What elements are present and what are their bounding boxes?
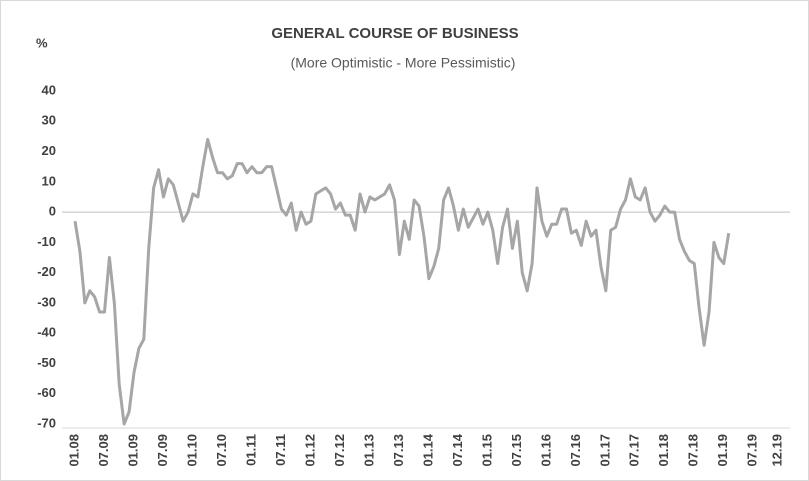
x-tick-label: 07.12 <box>332 434 347 467</box>
x-tick-label: 01.13 <box>361 434 376 467</box>
y-tick-label: 30 <box>42 113 56 128</box>
chart-title: GENERAL COURSE OF BUSINESS <box>271 25 518 42</box>
y-tick-label: -10 <box>37 234 56 249</box>
x-tick-label: 07.14 <box>450 433 465 466</box>
x-tick-label: 01.10 <box>184 434 199 467</box>
y-tick-label: 10 <box>42 173 56 188</box>
y-tick-label: -40 <box>37 325 56 340</box>
x-tick-label: 07.08 <box>96 434 111 467</box>
y-tick-label: 0 <box>49 204 56 219</box>
x-tick-label: 07.16 <box>568 434 583 467</box>
x-tick-label: 01.15 <box>479 434 494 467</box>
y-tick-label: -20 <box>37 264 56 279</box>
x-tick-label: 07.18 <box>686 434 701 467</box>
x-tick-label: 07.15 <box>509 434 524 467</box>
y-tick-label: 40 <box>42 82 56 97</box>
x-tick-label: 07.11 <box>273 434 288 466</box>
y-tick-label: -30 <box>37 294 56 309</box>
x-tick-label: 01.17 <box>597 434 612 467</box>
y-axis-label: % <box>36 35 48 50</box>
x-tick-label: 01.11 <box>243 434 258 466</box>
x-tick-label: 01.16 <box>538 434 553 467</box>
x-tick-label: 01.08 <box>66 434 81 467</box>
y-tick-label: -50 <box>37 355 56 370</box>
x-tick-label: 07.17 <box>627 434 642 467</box>
x-tick-label: 07.13 <box>391 434 406 467</box>
x-tick-label: 07.09 <box>155 434 170 467</box>
x-tick-label: 01.18 <box>656 434 671 467</box>
x-tick-label: 01.19 <box>715 434 730 467</box>
x-tick-label: 01.14 <box>420 433 435 466</box>
data-line <box>73 137 731 426</box>
y-tick-label: -70 <box>37 415 56 430</box>
x-tick-label: 12.19 <box>769 434 784 467</box>
y-tick-label: -60 <box>37 385 56 400</box>
x-tick-label: 07.10 <box>214 434 229 467</box>
x-tick-label: 01.12 <box>302 434 317 467</box>
x-tick-label: 01.09 <box>125 434 140 467</box>
chart-subtitle: (More Optimistic - More Pessimistic) <box>291 55 516 71</box>
y-tick-label: 20 <box>42 143 56 158</box>
x-tick-label: 07.19 <box>745 434 760 467</box>
